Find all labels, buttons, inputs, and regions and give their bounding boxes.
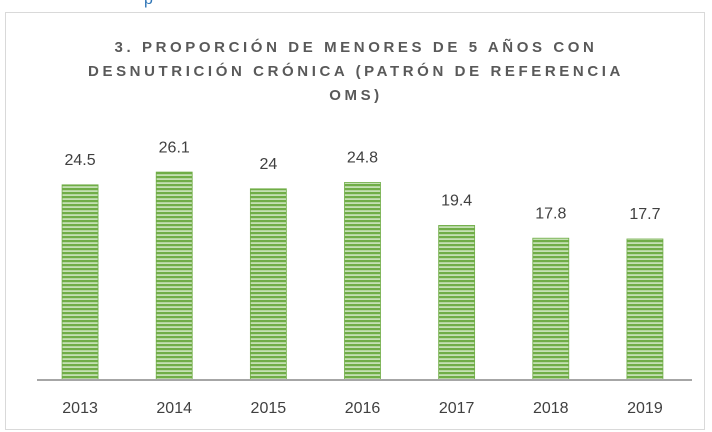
- bar: [532, 237, 570, 381]
- bar: [344, 182, 381, 381]
- data-label: 17.7: [629, 206, 660, 223]
- bar: [155, 171, 193, 381]
- chart-frame: [5, 12, 705, 430]
- data-label: 26.1: [159, 139, 190, 156]
- data-label: 24.8: [347, 150, 378, 167]
- data-label: 24.5: [65, 152, 96, 169]
- bar: [626, 238, 664, 381]
- data-label: 17.8: [535, 205, 566, 222]
- x-tick-label: 2015: [251, 400, 287, 417]
- chart-title: 3. PROPORCIÓN DE MENORES DE 5 AÑOS CON D…: [88, 39, 624, 104]
- x-tick-label: 2013: [62, 400, 98, 417]
- bar: [249, 188, 287, 381]
- x-tick-label: 2014: [156, 400, 192, 417]
- header-fragment: p: [144, 0, 153, 9]
- bar: [61, 184, 99, 381]
- data-label: 19.4: [441, 193, 472, 210]
- x-tick-label: 2017: [439, 400, 475, 417]
- x-tick-label: 2018: [533, 400, 569, 417]
- bar: [438, 225, 476, 381]
- x-tick-label: 2019: [627, 400, 663, 417]
- data-label: 24: [259, 156, 277, 173]
- x-tick-label: 2016: [345, 400, 381, 417]
